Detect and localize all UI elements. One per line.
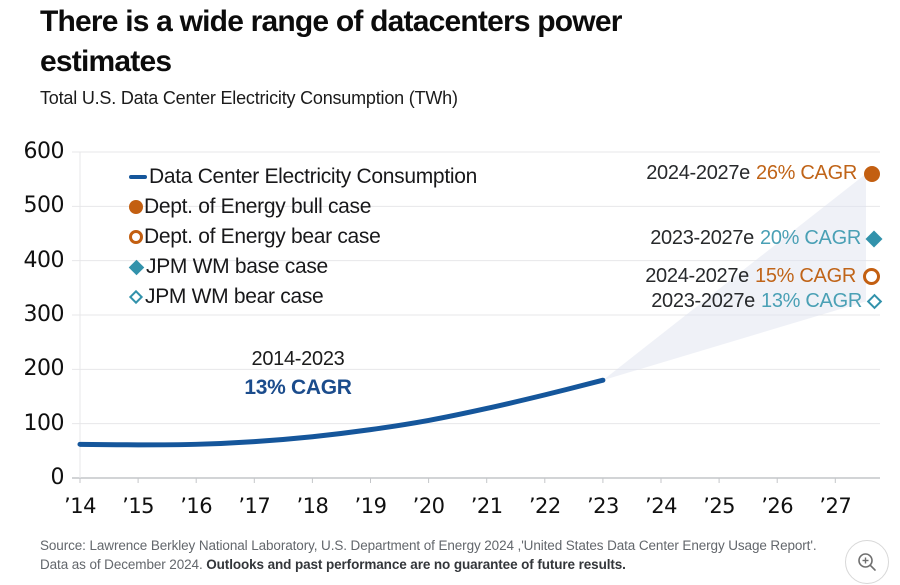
y-axis-tick-label: 400	[23, 247, 65, 273]
circle-filled-icon	[864, 165, 880, 182]
cagr-period-label: 2024-2027e	[645, 265, 750, 288]
diamond-open-icon	[866, 293, 883, 310]
cagr-value-label: 20% CAGR	[760, 227, 861, 250]
cagr-annotation-diamond-filled: 2023-2027e 20% CAGR	[650, 226, 883, 252]
filled-diamond-icon	[128, 259, 145, 275]
x-axis-tick-label: ’25	[703, 494, 736, 518]
historical-cagr-label: 13% CAGR	[244, 376, 352, 399]
x-axis-tick-label: ’17	[238, 494, 271, 518]
cagr-period-label: 2024-2027e	[646, 162, 751, 185]
x-axis-tick-label: ’16	[180, 494, 213, 518]
legend-label: JPM WM base case	[146, 255, 328, 278]
cagr-period-label: 2023-2027e	[651, 289, 756, 312]
y-axis-tick-label: 0	[50, 465, 65, 490]
filled-circle-icon	[129, 200, 143, 214]
cagr-period-label: 2023-2027e	[650, 227, 755, 250]
cagr-annotation-circle-filled: 2024-2027e 26% CAGR	[646, 161, 880, 187]
source-line1: Source: Lawrence Berkley National Labora…	[40, 538, 817, 553]
line-swatch-icon	[129, 175, 147, 179]
legend-label: Data Center Electricity Consumption	[149, 165, 477, 188]
y-axis-tick-label: 600	[23, 139, 65, 164]
zoom-in-button[interactable]	[845, 540, 889, 584]
chart-legend: Data Center Electricity Consumption Dept…	[128, 162, 477, 312]
legend-item-doe-bear: Dept. of Energy bear case	[129, 222, 477, 252]
chart-subtitle: Total U.S. Data Center Electricity Consu…	[40, 88, 458, 108]
page-title: There is a wide range of datacenters pow…	[40, 2, 622, 82]
source-line2: Data as of December 2024. Outlooks and p…	[40, 557, 626, 572]
cagr-value-label: 13% CAGR	[761, 289, 862, 312]
y-axis-tick-label: 500	[23, 193, 65, 219]
legend-item-jpm-bear: JPM WM bear case	[128, 282, 477, 312]
open-diamond-icon	[128, 289, 144, 305]
y-axis-tick-label: 100	[23, 410, 65, 436]
zoom-in-icon	[858, 553, 876, 571]
cagr-annotation-circle-open: 2024-2027e 15% CAGR	[645, 264, 880, 290]
projection-fan	[602, 173, 866, 381]
circle-open-icon	[863, 268, 880, 286]
consumption-line	[77, 377, 606, 448]
open-circle-icon	[129, 230, 143, 244]
legend-item-doe-bull: Dept. of Energy bull case	[129, 192, 477, 222]
x-axis-tick-label: ’20	[412, 494, 445, 518]
x-axis-tick-label: ’14	[64, 494, 96, 518]
x-axis-tick-label: ’23	[586, 494, 619, 518]
cagr-annotation-diamond-open: 2023-2027e 13% CAGR	[651, 288, 883, 314]
legend-label: Dept. of Energy bear case	[144, 225, 381, 248]
historical-period-label: 2014-2023	[251, 348, 345, 370]
y-axis-tick-label: 200	[23, 356, 65, 382]
historical-cagr-annotation: 2014-2023 13% CAGR	[240, 348, 356, 400]
legend-label: JPM WM bear case	[145, 285, 324, 308]
x-axis-tick-label: ’26	[761, 494, 794, 518]
x-axis-tick-label: ’18	[296, 494, 329, 518]
x-axis-tick-label: ’22	[528, 494, 561, 518]
page-title-line1: There is a wide range of datacenters pow…	[40, 5, 622, 38]
y-axis-tick-label: 300	[23, 302, 65, 327]
legend-item-jpm-base: JPM WM base case	[128, 252, 477, 282]
diamond-filled-icon	[865, 230, 883, 248]
legend-label: Dept. of Energy bull case	[144, 195, 372, 218]
source-note: Source: Lawrence Berkley National Labora…	[40, 536, 817, 574]
x-axis-tick-label: ’24	[645, 494, 677, 518]
x-axis-tick-label: ’15	[122, 494, 155, 518]
x-axis-tick-label: ’21	[470, 494, 503, 518]
cagr-value-label: 15% CAGR	[755, 265, 856, 288]
page-title-line2: estimates	[40, 45, 172, 78]
cagr-value-label: 26% CAGR	[756, 162, 857, 185]
x-axis-tick-label: ’27	[819, 494, 852, 518]
legend-item-consumption: Data Center Electricity Consumption	[129, 162, 477, 192]
x-axis-tick-label: ’19	[354, 494, 387, 518]
